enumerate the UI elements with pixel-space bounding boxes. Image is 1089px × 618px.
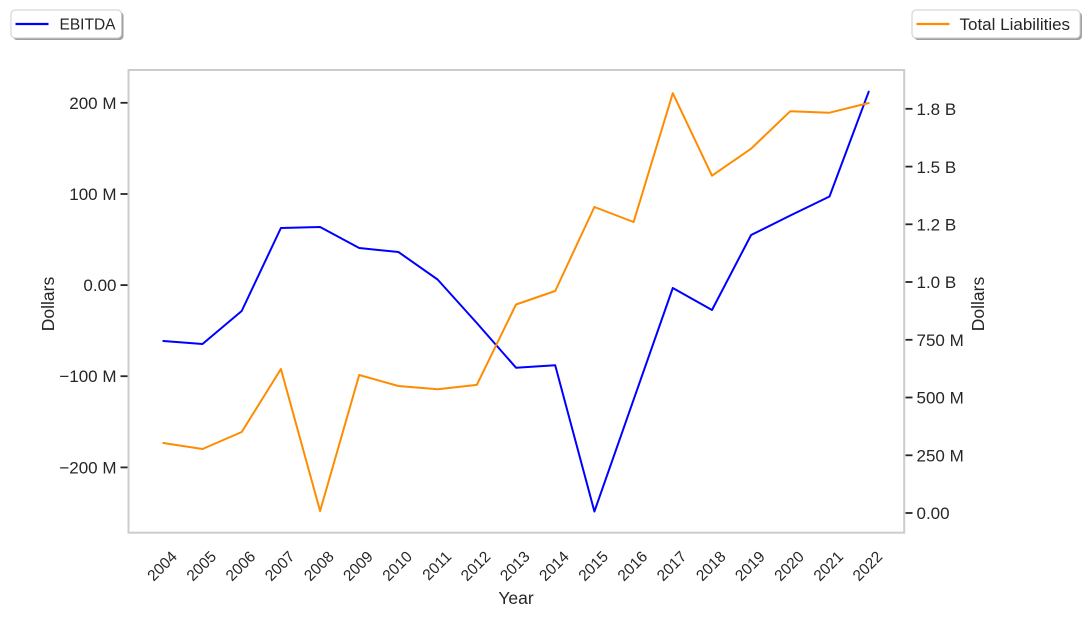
- svg-text:EBITDA: EBITDA: [60, 17, 117, 34]
- svg-text:1.8 B: 1.8 B: [917, 100, 957, 119]
- svg-text:Total Liabilities: Total Liabilities: [960, 15, 1071, 34]
- svg-text:750 M: 750 M: [917, 331, 964, 350]
- svg-text:100 M: 100 M: [69, 185, 116, 204]
- svg-text:−200 M: −200 M: [59, 458, 116, 477]
- svg-text:0.00: 0.00: [83, 276, 116, 295]
- svg-text:−100 M: −100 M: [59, 367, 116, 386]
- svg-text:Dollars: Dollars: [968, 277, 988, 332]
- svg-text:200 M: 200 M: [69, 94, 116, 113]
- svg-text:1.0 B: 1.0 B: [917, 273, 957, 292]
- svg-text:0.00: 0.00: [917, 504, 950, 523]
- svg-text:Dollars: Dollars: [38, 277, 58, 332]
- svg-text:1.2 B: 1.2 B: [917, 216, 957, 235]
- svg-text:Year: Year: [498, 588, 534, 608]
- svg-text:1.5 B: 1.5 B: [917, 158, 957, 177]
- svg-text:250 M: 250 M: [917, 447, 964, 466]
- svg-text:500 M: 500 M: [917, 389, 964, 408]
